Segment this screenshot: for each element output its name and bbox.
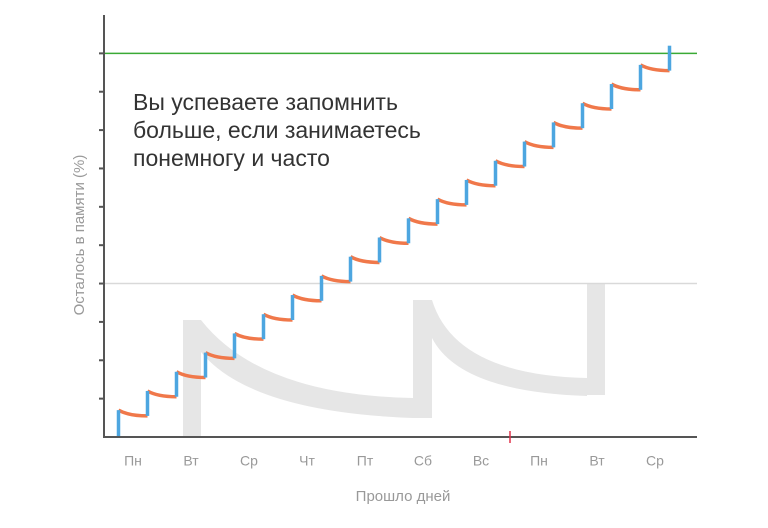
x-tick-label: Ср bbox=[646, 453, 664, 469]
decay-curve bbox=[262, 312, 293, 322]
decay-curve bbox=[320, 274, 351, 284]
decay-curve bbox=[117, 408, 148, 418]
x-tick-label: Вт bbox=[183, 453, 199, 469]
decay-curve bbox=[233, 331, 264, 341]
x-tick-label: Пн bbox=[530, 453, 548, 469]
x-tick-label: Чт bbox=[299, 453, 315, 469]
decay-curve bbox=[465, 178, 496, 188]
decay-curve bbox=[349, 255, 380, 265]
y-axis-label: Осталось в памяти (%) bbox=[71, 155, 88, 316]
decay-curve bbox=[378, 235, 409, 246]
decay-curve bbox=[291, 293, 322, 303]
x-tick-label: Сб bbox=[414, 453, 432, 469]
annotation: больше, если занимаетесь bbox=[133, 117, 421, 143]
x-axis-label: Прошло дней bbox=[356, 488, 451, 505]
decay-curve bbox=[581, 101, 612, 111]
x-tick-label: Вс bbox=[473, 453, 489, 469]
annotation: понемногу и часто bbox=[133, 145, 330, 171]
decay-curve bbox=[639, 63, 670, 73]
decay-curve bbox=[523, 140, 554, 150]
x-tick-label: Ср bbox=[240, 453, 258, 469]
decay-curve bbox=[610, 82, 641, 92]
x-tick-label: Пт bbox=[357, 453, 374, 469]
decay-curve bbox=[494, 159, 525, 169]
annotation: Вы успеваете запомнить bbox=[133, 89, 398, 115]
decay-curve bbox=[436, 197, 467, 207]
background-logo bbox=[183, 283, 605, 437]
decay-curve bbox=[552, 120, 583, 130]
decay-curve bbox=[175, 370, 206, 380]
decay-curve bbox=[146, 389, 177, 399]
x-tick-label: Пн bbox=[124, 453, 142, 469]
decay-curve bbox=[204, 351, 235, 361]
x-tick-label: Вт bbox=[589, 453, 605, 469]
decay-curve bbox=[407, 216, 438, 226]
